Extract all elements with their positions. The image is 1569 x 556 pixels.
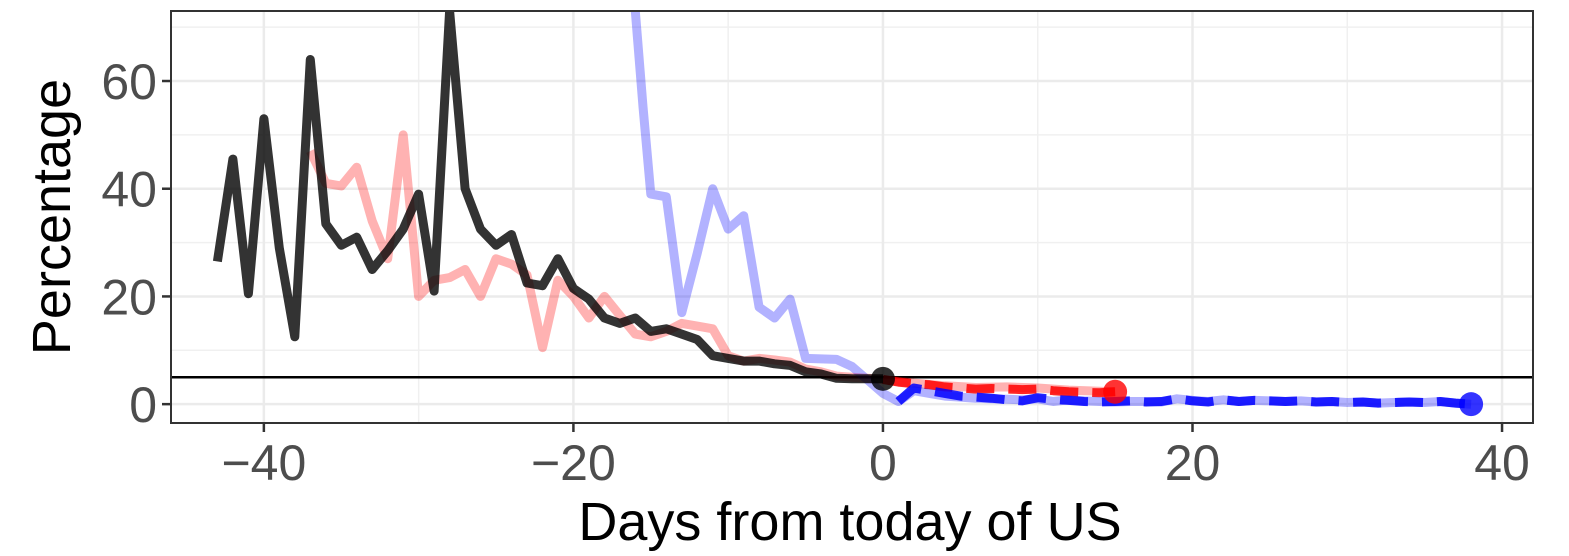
panel-border: [170, 10, 1534, 424]
x-tick-label: 20: [1165, 435, 1221, 491]
endpoint-marker-2: [1103, 379, 1128, 404]
series-line-3: [882, 374, 1116, 397]
x-tick-label: −20: [531, 435, 616, 491]
x-tick-label: 40: [1474, 435, 1530, 491]
plot-panel: [171, 11, 1533, 423]
x-tick-label: −40: [221, 435, 306, 491]
y-tick-label: 60: [101, 54, 157, 110]
series-line-5: [895, 383, 1472, 409]
y-axis: 0 20 40 60: [101, 54, 171, 433]
series-line-6: [212, 11, 883, 384]
x-axis-title: Days from today of US: [578, 492, 1121, 552]
y-axis-title: Percentage: [22, 79, 82, 355]
grid: [171, 11, 1533, 423]
endpoint-group: [870, 366, 1484, 417]
y-tick-label: 0: [129, 377, 157, 433]
series-group: [212, 11, 1472, 409]
y-tick-label: 40: [101, 162, 157, 218]
series-line-2: [882, 374, 1116, 398]
x-tick-label: 0: [869, 435, 897, 491]
endpoint-marker-3: [1459, 392, 1484, 417]
endpoint-marker-1: [870, 366, 895, 391]
x-axis: −40 −20 0 20 40: [221, 423, 1530, 491]
y-tick-label: 20: [101, 269, 157, 325]
